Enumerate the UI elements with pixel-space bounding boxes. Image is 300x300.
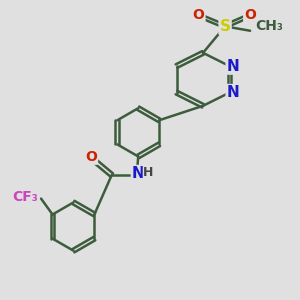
- Text: N: N: [132, 166, 145, 181]
- Text: N: N: [227, 58, 239, 74]
- Text: CF₃: CF₃: [12, 190, 38, 204]
- Text: S: S: [220, 19, 231, 34]
- Text: N: N: [227, 85, 239, 100]
- Text: O: O: [85, 150, 97, 164]
- Text: CH₃: CH₃: [255, 19, 283, 33]
- Text: O: O: [193, 8, 205, 22]
- Text: H: H: [143, 166, 154, 179]
- Text: O: O: [244, 8, 256, 22]
